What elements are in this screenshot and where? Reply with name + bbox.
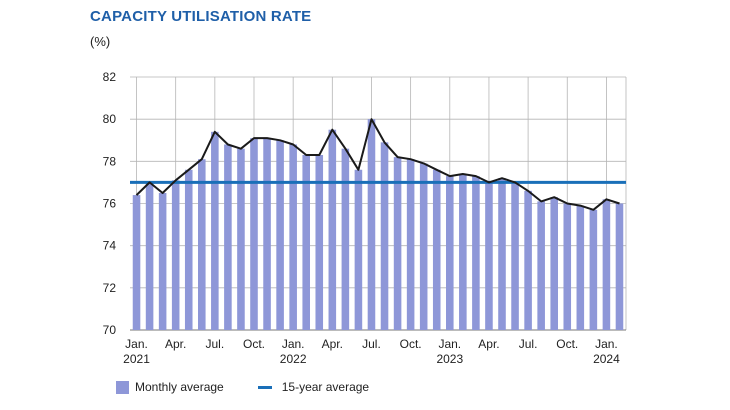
line-layer — [130, 118, 626, 211]
bar-month — [524, 190, 532, 330]
x-tick-label: Jan. — [282, 337, 305, 351]
legend-item-monthly: Monthly average — [116, 380, 224, 394]
y-tick-label: 82 — [103, 70, 117, 84]
bar-month — [158, 192, 167, 330]
bar-month — [615, 203, 624, 330]
bar-month — [511, 182, 519, 330]
bar-month — [380, 142, 389, 330]
y-tick-label: 76 — [103, 197, 117, 211]
x-tick-year-label: 2021 — [123, 352, 150, 366]
x-tick-label: Jan. — [438, 337, 461, 351]
bar-month — [328, 129, 337, 330]
bar-month — [211, 131, 219, 330]
x-tick-label: Apr. — [165, 337, 186, 351]
legend-swatch-line — [257, 385, 272, 389]
bar-month — [432, 169, 441, 330]
bar-month — [184, 169, 193, 330]
legend-label-monthly: Monthly average — [135, 380, 224, 394]
bar-month — [576, 205, 585, 330]
bar-month — [250, 138, 258, 330]
bar-month — [263, 138, 271, 330]
x-tick-year-label: 2022 — [280, 352, 307, 366]
y-tick-label: 78 — [103, 154, 117, 168]
bar-month — [406, 159, 415, 330]
x-tick-label: Jul. — [362, 337, 381, 351]
bar-month — [145, 182, 154, 330]
bar-month — [171, 180, 180, 330]
legend-label-15yr: 15-year average — [281, 380, 370, 394]
x-tick-label: Oct. — [243, 337, 265, 351]
x-tick-label: Jan. — [125, 337, 148, 351]
bar-month — [289, 144, 297, 330]
bar-month — [367, 119, 376, 331]
x-tick-year-label: 2024 — [593, 352, 620, 366]
y-tick-label: 72 — [103, 281, 117, 295]
bar-month — [132, 195, 141, 330]
bar-month — [537, 201, 545, 330]
x-tick-label: Jul. — [205, 337, 224, 351]
monthly-average-line — [135, 118, 620, 211]
legend-swatch-bar — [116, 380, 129, 394]
bar-month — [550, 197, 558, 330]
bar-month — [563, 203, 572, 330]
bar-month — [446, 176, 454, 330]
bar-month — [341, 148, 350, 330]
bar-month — [472, 176, 480, 330]
x-tick-label: Jan. — [595, 337, 618, 351]
bar-month — [419, 163, 428, 330]
y-axis-unit: (%) — [90, 34, 111, 49]
y-tick-label: 74 — [103, 239, 117, 253]
chart-title: CAPACITY UTILISATION RATE — [90, 8, 312, 25]
bar-month — [589, 209, 598, 330]
y-tick-label: 70 — [103, 323, 117, 337]
x-tick-label: Oct. — [556, 337, 578, 351]
bar-month — [393, 157, 402, 330]
bar-month — [302, 155, 310, 330]
bar-month — [276, 140, 284, 330]
bar-month — [315, 155, 324, 330]
x-tick-label: Apr. — [478, 337, 499, 351]
bar-month — [485, 182, 493, 330]
y-tick-label: 80 — [103, 112, 117, 126]
x-tick-label: Apr. — [322, 337, 343, 351]
x-tick-label: Oct. — [400, 337, 422, 351]
bar-layer — [132, 119, 624, 331]
x-tick-label: Jul. — [519, 337, 538, 351]
legend-item-15yr: 15-year average — [257, 380, 370, 394]
bar-month — [224, 144, 232, 330]
bar-month — [237, 148, 245, 330]
bar-month — [602, 199, 611, 330]
bar-month — [354, 169, 363, 330]
legend: Monthly average 15-year average — [116, 380, 403, 394]
bar-month — [198, 159, 206, 330]
bar-month — [459, 173, 467, 330]
x-tick-year-label: 2023 — [436, 352, 463, 366]
bar-month — [498, 178, 506, 330]
